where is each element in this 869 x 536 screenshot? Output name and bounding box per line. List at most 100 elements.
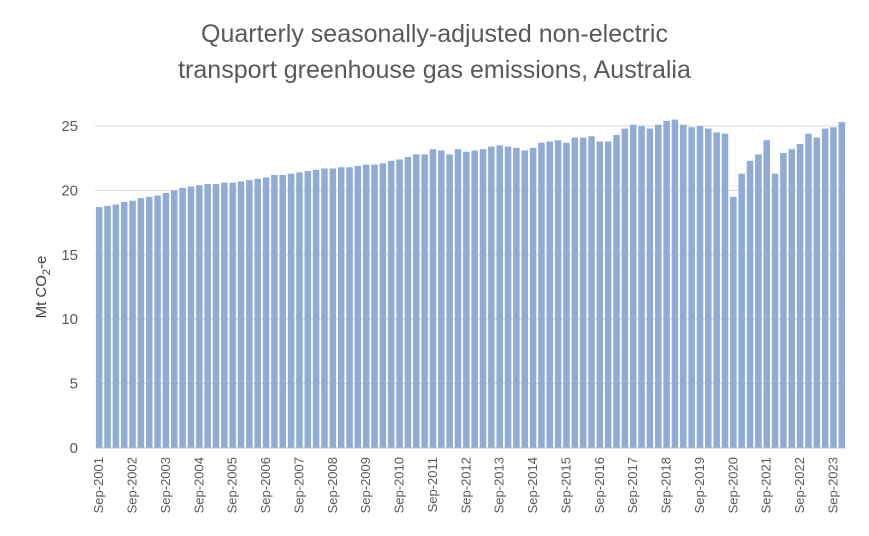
- x-tick-label: Sep-2001: [91, 457, 106, 513]
- y-tick-label: 0: [70, 440, 78, 457]
- bar: [271, 174, 278, 448]
- bar: [646, 128, 654, 448]
- bar: [438, 150, 445, 448]
- bar: [337, 167, 345, 448]
- x-tick-label: Sep-2018: [659, 457, 674, 513]
- bar: [755, 154, 762, 448]
- bar: [312, 169, 320, 449]
- y-tick-label: 15: [61, 247, 78, 264]
- y-tick-label: 10: [61, 311, 78, 328]
- bar: [396, 159, 403, 449]
- bar: [571, 137, 579, 448]
- bar: [805, 133, 812, 449]
- bar: [554, 140, 562, 449]
- bar: [696, 126, 704, 448]
- bar: [429, 149, 437, 448]
- bar: [563, 142, 570, 449]
- bar: [638, 126, 645, 448]
- y-axis-ticks: 0 5 10 15 20 25: [61, 118, 78, 457]
- bar: [329, 168, 337, 448]
- bar: [730, 196, 737, 448]
- x-tick-label: Sep-2011: [425, 457, 440, 512]
- bar: [604, 141, 612, 448]
- bar: [529, 147, 537, 448]
- bar: [454, 149, 462, 448]
- bar: [721, 133, 729, 449]
- chart-title-line-2: transport greenhouse gas emissions, Aust…: [178, 56, 691, 84]
- x-tick-label: Sep-2020: [725, 457, 740, 513]
- gridlines: [95, 125, 846, 385]
- bar: [104, 205, 111, 448]
- bar: [830, 127, 837, 448]
- x-tick-label: Sep-2008: [325, 457, 340, 513]
- bar: [796, 144, 804, 448]
- bar: [196, 185, 203, 448]
- bar: [137, 198, 145, 448]
- bar: [663, 120, 670, 448]
- bar: [705, 128, 712, 448]
- bar: [579, 137, 587, 448]
- y-axis-label: Mt CO2-e: [33, 256, 53, 319]
- y-tick-label: 5: [70, 376, 78, 393]
- bar: [596, 141, 604, 448]
- bar: [112, 204, 120, 448]
- bar: [413, 154, 420, 448]
- bar: [154, 195, 161, 448]
- bar: [162, 192, 170, 448]
- bar: [671, 119, 679, 448]
- bar: [488, 146, 495, 449]
- bar: [404, 156, 412, 448]
- chart-title-line-1: Quarterly seasonally-adjusted non-electr…: [201, 20, 668, 48]
- y-axis-label-suffix: -e: [33, 256, 50, 269]
- bar: [179, 187, 186, 448]
- y-axis-label-subscript: 2: [41, 269, 53, 275]
- bar: [538, 142, 545, 449]
- bar: [780, 153, 787, 449]
- bar: [287, 173, 295, 448]
- bar: [746, 160, 754, 448]
- bar: [521, 150, 528, 448]
- x-tick-label: Sep-2009: [358, 457, 373, 513]
- bar: [237, 181, 245, 448]
- bar: [204, 183, 211, 448]
- bar: [296, 172, 303, 448]
- bar: [246, 180, 253, 448]
- bar: [279, 174, 287, 448]
- bars: [95, 119, 846, 449]
- x-tick-label: Sep-2010: [392, 457, 407, 513]
- x-tick-label: Sep-2013: [492, 457, 507, 513]
- bar: [688, 127, 695, 448]
- x-axis-ticks: Sep-2001 Sep-2002 Sep-2003 Sep-2004 Sep-2005…: [91, 457, 840, 513]
- y-tick-label: 20: [61, 182, 78, 199]
- bar: [471, 150, 478, 448]
- bar: [738, 173, 745, 448]
- bar: [362, 164, 370, 448]
- x-tick-label: Sep-2022: [792, 457, 807, 513]
- bar: [387, 160, 395, 448]
- bar: [129, 200, 136, 448]
- bar: [187, 186, 195, 449]
- bar: [371, 164, 378, 448]
- bar: [771, 173, 779, 448]
- x-tick-label: Sep-2017: [625, 457, 640, 513]
- bar: [221, 182, 228, 449]
- bar: [813, 137, 821, 448]
- bar: [629, 124, 637, 449]
- x-tick-label: Sep-2005: [225, 457, 240, 513]
- bar: [504, 146, 512, 449]
- bar: [304, 171, 312, 448]
- bar: [262, 177, 270, 448]
- x-tick-label: Sep-2004: [191, 457, 206, 513]
- bar: [546, 141, 554, 448]
- bar: [379, 163, 387, 448]
- bar: [145, 196, 153, 448]
- bar: [621, 128, 629, 448]
- x-tick-label: Sep-2016: [592, 457, 607, 513]
- bar: [463, 151, 470, 448]
- bar: [120, 201, 128, 448]
- bar: [346, 167, 353, 448]
- bar: [354, 165, 362, 448]
- bar: [788, 149, 796, 448]
- bar: [655, 124, 662, 449]
